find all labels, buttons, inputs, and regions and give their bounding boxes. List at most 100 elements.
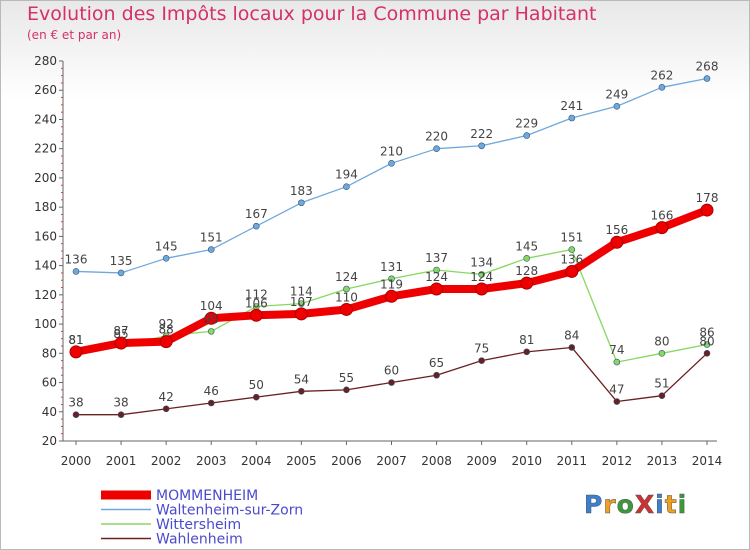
y-tick-label: 140 xyxy=(34,259,57,273)
data-point xyxy=(385,289,398,303)
logo-letter: t xyxy=(664,490,678,520)
legend-label: Waltenheim-sur-Zorn xyxy=(156,503,303,519)
data-point xyxy=(339,302,353,316)
data-label: 38 xyxy=(68,396,83,410)
data-point xyxy=(568,246,576,253)
data-point xyxy=(433,266,440,274)
data-point xyxy=(658,392,666,399)
data-label: 74 xyxy=(609,343,624,357)
data-point xyxy=(162,255,170,262)
data-point xyxy=(343,285,350,293)
logo-letter: r xyxy=(603,490,617,520)
data-point xyxy=(72,411,80,418)
data-point xyxy=(703,341,711,348)
x-tick-label: 2002 xyxy=(151,454,182,468)
data-point xyxy=(204,311,218,325)
data-point xyxy=(613,103,621,110)
x-tick-label: 2000 xyxy=(61,454,92,468)
data-point xyxy=(388,160,395,167)
y-tick-label: 260 xyxy=(34,83,57,97)
y-tick-label: 240 xyxy=(34,112,57,126)
data-label: 47 xyxy=(609,383,624,397)
y-tick-label: 200 xyxy=(34,171,57,185)
data-label: 104 xyxy=(200,299,223,313)
data-label: 222 xyxy=(470,127,493,141)
logo-letter: X xyxy=(634,490,656,520)
data-point xyxy=(388,379,395,386)
data-label: 145 xyxy=(515,239,538,253)
data-point xyxy=(343,386,350,394)
data-point xyxy=(475,282,489,296)
y-tick-label: 120 xyxy=(34,288,57,302)
y-tick-label: 100 xyxy=(34,317,57,331)
data-label: 38 xyxy=(113,396,128,410)
data-label: 106 xyxy=(245,296,268,310)
data-label: 46 xyxy=(204,384,219,398)
data-point xyxy=(207,328,215,335)
data-point xyxy=(478,142,485,150)
proxiti-logo: ProXiti xyxy=(584,490,687,520)
data-point xyxy=(520,276,534,290)
data-label: 124 xyxy=(470,270,493,284)
data-label: 86 xyxy=(699,326,714,340)
data-point xyxy=(207,246,215,253)
data-label: 75 xyxy=(474,342,489,356)
data-point xyxy=(117,269,125,277)
x-tick-label: 2005 xyxy=(286,454,317,468)
x-tick-label: 2009 xyxy=(466,454,497,468)
data-point xyxy=(343,183,350,190)
data-point xyxy=(658,350,666,357)
x-tick-label: 2013 xyxy=(647,454,678,468)
data-label: 128 xyxy=(515,264,538,278)
legend-label: Wahlenheim xyxy=(156,532,243,548)
data-point xyxy=(478,271,485,278)
data-label: 80 xyxy=(654,334,669,348)
data-label: 134 xyxy=(470,255,493,269)
data-point xyxy=(69,345,83,359)
x-tick-label: 2011 xyxy=(557,454,588,468)
data-label: 137 xyxy=(425,251,448,265)
data-label: 145 xyxy=(155,239,178,253)
data-label: 51 xyxy=(654,377,669,391)
data-label: 194 xyxy=(335,168,358,182)
data-label: 166 xyxy=(650,209,673,223)
data-point xyxy=(613,398,621,405)
data-point xyxy=(703,75,711,82)
y-tick-label: 60 xyxy=(42,376,57,390)
data-label: 112 xyxy=(245,288,268,302)
data-point xyxy=(613,358,621,366)
data-label: 220 xyxy=(425,130,448,144)
x-tick-label: 2001 xyxy=(106,454,137,468)
logo-letter: P xyxy=(584,490,604,520)
x-tick-label: 2010 xyxy=(511,454,542,468)
data-label: 136 xyxy=(560,252,583,266)
data-label: 124 xyxy=(335,270,358,284)
x-tick-label: 2008 xyxy=(421,454,452,468)
x-tick-label: 2003 xyxy=(196,454,227,468)
data-label: 84 xyxy=(564,328,579,342)
data-point xyxy=(430,282,444,296)
data-point xyxy=(658,84,666,91)
x-tick-label: 2007 xyxy=(376,454,407,468)
data-label: 178 xyxy=(696,191,719,205)
logo-letter: i xyxy=(655,490,665,520)
data-label: 151 xyxy=(560,231,583,245)
y-tick-label: 20 xyxy=(42,434,57,448)
data-label: 81 xyxy=(68,333,83,347)
data-label: 249 xyxy=(605,87,628,101)
data-label: 135 xyxy=(110,254,133,268)
data-point xyxy=(117,411,125,418)
y-tick-label: 80 xyxy=(42,346,57,360)
data-point xyxy=(700,203,714,217)
data-label: 167 xyxy=(245,207,268,221)
data-point xyxy=(298,388,305,395)
data-label: 268 xyxy=(696,60,719,74)
data-label: 85 xyxy=(113,327,128,341)
logo-letter: o xyxy=(616,490,635,520)
y-tick-label: 40 xyxy=(42,405,57,419)
data-label: 50 xyxy=(249,378,264,392)
data-label: 92 xyxy=(159,317,174,331)
data-label: 80 xyxy=(699,334,714,348)
